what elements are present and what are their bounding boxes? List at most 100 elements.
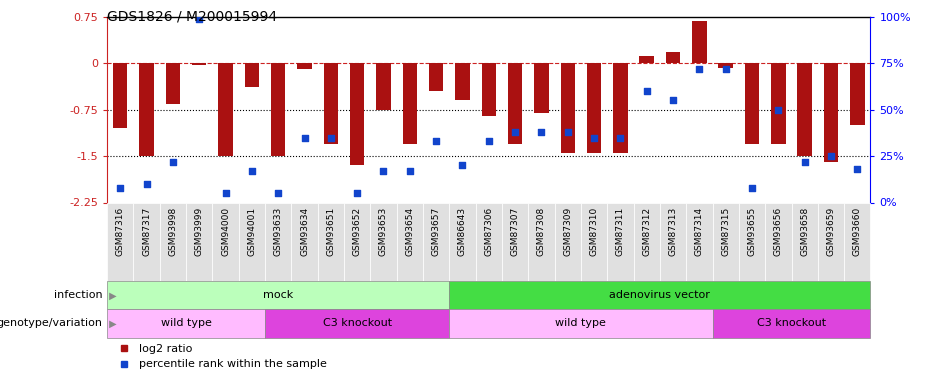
Text: adenovirus vector: adenovirus vector <box>610 290 710 300</box>
Bar <box>771 63 786 144</box>
Point <box>218 190 233 196</box>
Bar <box>192 63 207 64</box>
Text: GSM87309: GSM87309 <box>563 206 573 256</box>
Bar <box>502 202 528 281</box>
Bar <box>265 202 291 281</box>
Bar <box>238 202 265 281</box>
Point <box>771 106 786 112</box>
Bar <box>455 63 469 100</box>
Text: GSM93999: GSM93999 <box>195 206 204 256</box>
Text: GSM87310: GSM87310 <box>589 206 599 256</box>
Bar <box>555 202 581 281</box>
Bar <box>344 202 371 281</box>
Text: GSM93656: GSM93656 <box>774 206 783 256</box>
Bar <box>614 63 627 153</box>
Bar <box>634 202 660 281</box>
Point <box>640 88 654 94</box>
Bar <box>297 63 312 69</box>
Text: genotype/variation: genotype/variation <box>0 318 102 328</box>
Text: GSM93654: GSM93654 <box>405 206 414 256</box>
Point <box>666 98 681 104</box>
Bar <box>450 281 870 309</box>
Bar <box>186 202 212 281</box>
Bar <box>107 202 133 281</box>
Text: GSM93998: GSM93998 <box>169 206 178 256</box>
Bar <box>371 202 397 281</box>
Bar <box>218 63 233 156</box>
Bar <box>140 63 154 156</box>
Bar <box>429 63 443 91</box>
Bar <box>107 309 265 338</box>
Point <box>297 135 312 141</box>
Point <box>455 162 470 168</box>
Text: wild type: wild type <box>161 318 211 328</box>
Text: GSM93660: GSM93660 <box>853 206 862 256</box>
Bar <box>423 202 450 281</box>
Point <box>534 129 549 135</box>
Point <box>245 168 260 174</box>
Text: GSM93652: GSM93652 <box>353 206 361 256</box>
Text: ▶: ▶ <box>106 290 116 300</box>
Bar <box>587 63 601 153</box>
Bar <box>791 202 817 281</box>
Bar <box>712 309 870 338</box>
Bar <box>350 63 364 165</box>
Bar <box>476 202 502 281</box>
Point <box>166 159 181 165</box>
Bar <box>133 202 160 281</box>
Point <box>428 138 443 144</box>
Text: GSM93657: GSM93657 <box>432 206 440 256</box>
Text: GSM87313: GSM87313 <box>668 206 678 256</box>
Text: GSM87306: GSM87306 <box>484 206 493 256</box>
Text: GSM93634: GSM93634 <box>300 206 309 256</box>
Bar <box>450 202 476 281</box>
Bar <box>692 21 707 63</box>
Text: GSM93658: GSM93658 <box>800 206 809 256</box>
Text: GSM93633: GSM93633 <box>274 206 283 256</box>
Text: mock: mock <box>263 290 293 300</box>
Bar <box>271 63 286 156</box>
Bar <box>739 202 765 281</box>
Text: C3 knockout: C3 knockout <box>322 318 392 328</box>
Bar <box>745 63 760 144</box>
Point <box>587 135 601 141</box>
Point <box>350 190 365 196</box>
Point <box>692 66 707 72</box>
Bar <box>666 52 681 63</box>
Bar <box>107 281 450 309</box>
Bar <box>160 202 186 281</box>
Bar <box>560 63 575 153</box>
Point <box>376 168 391 174</box>
Bar <box>212 202 238 281</box>
Point <box>402 168 417 174</box>
Bar <box>291 202 317 281</box>
Bar <box>850 63 865 125</box>
Bar <box>817 202 844 281</box>
Point <box>560 129 575 135</box>
Bar <box>481 63 496 116</box>
Bar <box>581 202 607 281</box>
Point <box>481 138 496 144</box>
Bar <box>844 202 870 281</box>
Text: C3 knockout: C3 knockout <box>757 318 826 328</box>
Bar <box>450 309 712 338</box>
Bar <box>712 202 739 281</box>
Text: GSM93655: GSM93655 <box>748 206 757 256</box>
Bar <box>376 63 391 110</box>
Point <box>613 135 627 141</box>
Point <box>797 159 812 165</box>
Text: GSM86643: GSM86643 <box>458 206 467 256</box>
Text: GDS1826 / M200015994: GDS1826 / M200015994 <box>107 9 277 23</box>
Point <box>718 66 733 72</box>
Text: GSM93651: GSM93651 <box>327 206 335 256</box>
Bar <box>798 63 812 156</box>
Bar <box>607 202 634 281</box>
Text: GSM93653: GSM93653 <box>379 206 388 256</box>
Text: GSM87315: GSM87315 <box>722 206 730 256</box>
Point <box>745 184 760 190</box>
Text: infection: infection <box>54 290 102 300</box>
Bar <box>166 63 180 104</box>
Point <box>824 153 839 159</box>
Bar <box>402 63 417 144</box>
Bar <box>113 63 128 128</box>
